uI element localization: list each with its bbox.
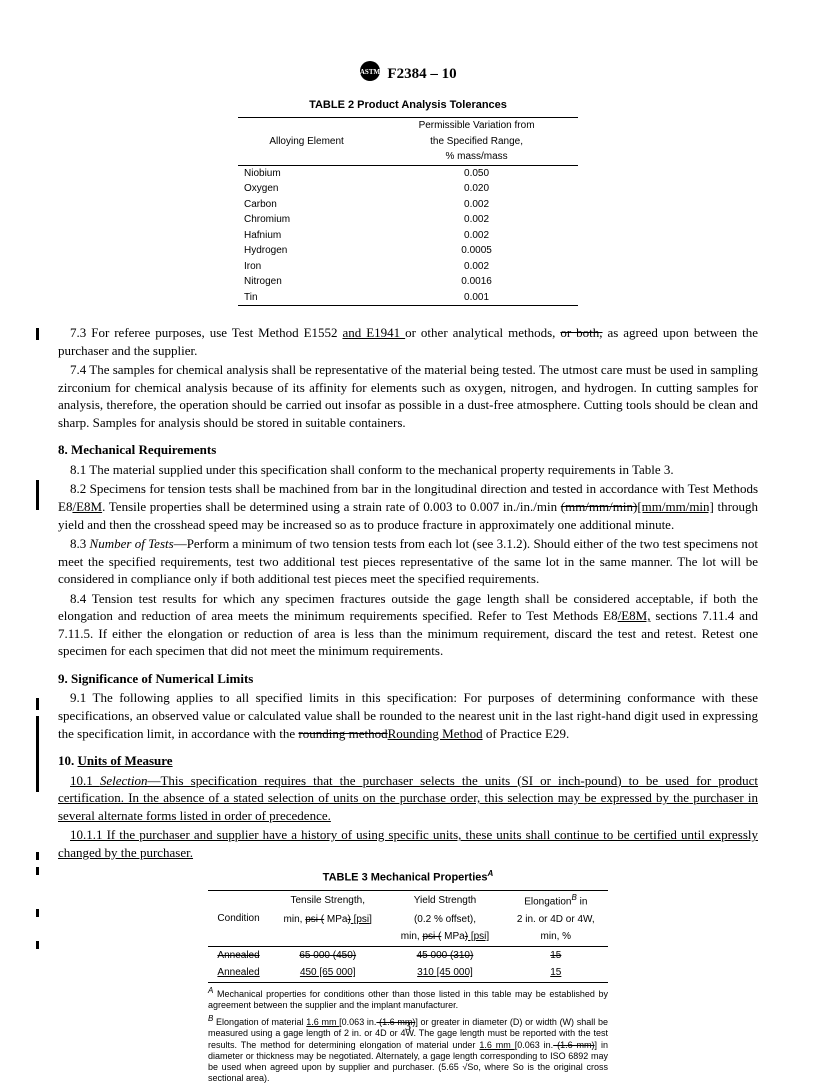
table-row: Annealed 65 000 (450) 45 000 (310) 15 [208,946,608,964]
table-row: Nitrogen0.0016 [238,274,578,290]
p-8-1: 8.1 The material supplied under this spe… [58,461,758,479]
h-10: 10. Units of Measure [58,752,758,770]
t3-h-ys1: Yield Strength [386,890,503,910]
t3-h-cond: Condition [208,890,269,946]
doc-header: ASTM F2384 – 10 [58,60,758,88]
change-bar [36,480,39,510]
t2-h-var3: % mass/mass [375,149,578,165]
p-8-4: 8.4 Tension test results for which any s… [58,590,758,660]
p-10-1: 10.1 Selection—This specification requir… [58,772,758,825]
t3-h-ts2: min, psi ( MPa) [psi] [269,911,386,947]
standard-id: F2384 – 10 [387,64,456,84]
table-row: Iron0.002 [238,259,578,275]
change-bar [36,698,39,710]
p-9-1: 9.1 The following applies to all specifi… [58,689,758,742]
t3-h-el2: 2 in. or 4D or 4W, [504,911,608,929]
page-number: 3 [0,1018,816,1034]
table-row: Annealed 450 [65 000] 310 [45 000] 15 [208,964,608,982]
p-8-3: 8.3 Number of Tests—Perform a minimum of… [58,535,758,588]
t2-h-element: Alloying Element [238,118,375,166]
table-row: Niobium0.050 [238,165,578,181]
change-bar [36,716,39,792]
change-bar [36,909,39,917]
p-7-4: 7.4 The samples for chemical analysis sh… [58,361,758,431]
t3-h-ys2: (0.2 % offset), [386,911,503,929]
table-row: Oxygen0.020 [238,181,578,197]
table-row: Chromium0.002 [238,212,578,228]
footnote-a: A Mechanical properties for conditions o… [208,986,608,1012]
table-row: Carbon0.002 [238,197,578,213]
table3-caption: TABLE 3 Mechanical PropertiesA [208,869,608,886]
table2-caption: TABLE 2 Product Analysis Tolerances [58,98,758,113]
t2-h-var1: Permissible Variation from [375,118,578,134]
t3-h-ts1: Tensile Strength, [269,890,386,910]
t3-h-el3: min, % [504,928,608,946]
change-bar [36,941,39,949]
p-8-2: 8.2 Specimens for tension tests shall be… [58,480,758,533]
h-8: 8. Mechanical Requirements [58,441,758,459]
p-7-3: 7.3 For referee purposes, use Test Metho… [58,324,758,359]
t2-h-var2: the Specified Range, [375,134,578,150]
table-row: Hydrogen0.0005 [238,243,578,259]
t3-h-el1: ElongationB in [504,890,608,910]
svg-text:ASTM: ASTM [360,68,381,76]
change-bar [36,867,39,875]
table2: Alloying Element Permissible Variation f… [238,117,578,306]
t3-h-ys3: min, psi ( MPa) [psi] [386,928,503,946]
astm-logo-icon: ASTM [359,60,381,88]
h-9: 9. Significance of Numerical Limits [58,670,758,688]
change-bar [36,852,39,860]
p-10-1-1: 10.1.1 If the purchaser and supplier hav… [58,826,758,861]
table3: Condition Tensile Strength, Yield Streng… [208,890,608,983]
change-bar [36,328,39,340]
table-row: Hafnium0.002 [238,228,578,244]
table-row: Tin0.001 [238,290,578,306]
